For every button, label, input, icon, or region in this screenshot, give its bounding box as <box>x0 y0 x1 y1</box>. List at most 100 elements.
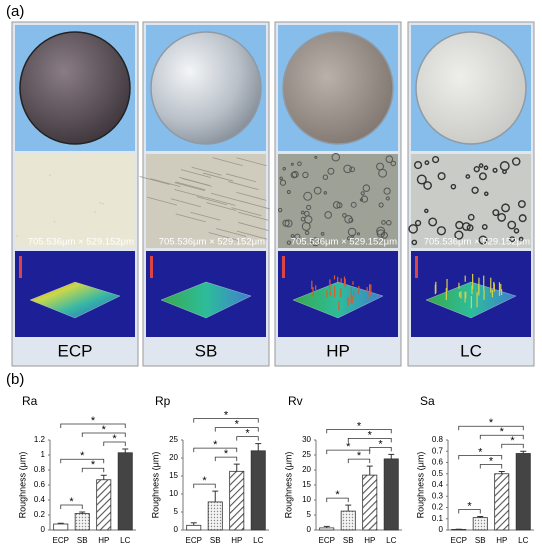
streak <box>146 196 178 206</box>
y-axis-label: Roughness (μm) <box>150 452 160 519</box>
significance-mark: * <box>224 410 229 422</box>
significance-bracket <box>326 497 349 503</box>
streak <box>231 207 262 217</box>
significance-bracket <box>458 509 481 514</box>
pit <box>467 213 475 221</box>
y-tick-label: 25 <box>302 450 311 459</box>
y-tick-label: 10 <box>169 489 178 498</box>
pit <box>300 216 306 222</box>
color-scale <box>19 256 22 278</box>
y-tick-label: 15 <box>302 480 311 489</box>
pit <box>483 191 489 197</box>
bar <box>186 524 202 531</box>
pit <box>286 240 292 245</box>
significance-bracket <box>214 427 259 432</box>
pit <box>423 181 432 190</box>
chart-title: Ra <box>22 394 38 408</box>
significance-mark: * <box>202 475 207 487</box>
micrograph <box>15 154 135 248</box>
pit <box>286 190 291 194</box>
bar <box>383 458 399 531</box>
streak <box>238 211 269 221</box>
surface <box>292 281 384 319</box>
significance-bracket <box>193 447 238 453</box>
streak <box>236 230 268 240</box>
streak <box>174 182 205 191</box>
pit <box>431 155 440 164</box>
x-tick-label: HP <box>364 536 375 545</box>
pit <box>492 209 500 217</box>
pit <box>424 160 430 166</box>
pit <box>313 186 322 195</box>
significance-mark: * <box>235 419 240 431</box>
speck <box>102 202 104 205</box>
pit <box>322 174 329 180</box>
y-tick-label: 0.8 <box>432 435 444 444</box>
x-tick-label: HP <box>98 536 109 545</box>
x-tick-label: ECP <box>53 536 69 545</box>
pit <box>311 237 321 247</box>
bar <box>515 453 531 531</box>
significance-mark: * <box>346 441 351 453</box>
significance-mark: * <box>478 446 483 458</box>
chart-title: Rp <box>155 394 171 408</box>
pit <box>386 220 392 226</box>
pit <box>502 169 507 175</box>
significance-bracket <box>347 438 392 443</box>
pit <box>416 174 427 185</box>
significance-bracket <box>326 429 392 434</box>
pit <box>513 228 520 234</box>
y-tick-label: 0.5 <box>432 469 444 478</box>
y-tick-label: 0.1 <box>432 514 444 523</box>
label-box <box>146 339 266 364</box>
pit <box>518 236 524 242</box>
pit <box>518 214 527 223</box>
sample-label: LC <box>460 341 482 360</box>
significance-mark: * <box>335 489 340 501</box>
significance-bracket <box>214 456 238 462</box>
sample-label: SB <box>195 341 218 360</box>
significance-mark: * <box>245 428 250 440</box>
significance-mark: * <box>467 500 472 512</box>
pit <box>290 171 298 179</box>
pit <box>302 171 309 179</box>
x-tick-label: LC <box>120 536 130 545</box>
pit <box>450 183 457 190</box>
significance-bracket <box>236 436 259 441</box>
micrograph <box>411 154 531 248</box>
pit <box>304 230 310 236</box>
y-tick-label: 1 <box>41 450 46 459</box>
pit <box>304 210 310 217</box>
streak <box>196 196 228 206</box>
panel-label: (a) <box>6 3 24 20</box>
significance-mark: * <box>500 426 505 438</box>
pit <box>380 231 388 239</box>
significance-mark: * <box>510 435 515 447</box>
pit <box>454 230 464 240</box>
color-scale <box>150 256 153 278</box>
significance-mark: * <box>213 439 218 451</box>
significance-bracket <box>479 464 503 469</box>
pit <box>413 160 423 170</box>
y-tick-label: 0.3 <box>432 491 444 500</box>
sample-disc <box>415 31 527 145</box>
speck <box>99 202 101 204</box>
significance-mark: * <box>112 433 117 445</box>
streak <box>239 200 270 210</box>
pit <box>436 226 447 236</box>
bar <box>53 523 69 531</box>
sample-label: ECP <box>58 341 93 360</box>
significance-bracket <box>103 441 126 446</box>
pit <box>301 222 311 231</box>
pit <box>279 176 283 181</box>
pit <box>347 227 357 237</box>
pit <box>320 232 325 236</box>
bar <box>340 510 356 531</box>
pit <box>492 167 498 173</box>
x-tick-label: ECP <box>186 536 202 545</box>
streak <box>175 181 206 191</box>
sample-disc <box>150 31 262 145</box>
streak <box>139 176 170 185</box>
y-tick-label: 0.2 <box>432 503 444 512</box>
